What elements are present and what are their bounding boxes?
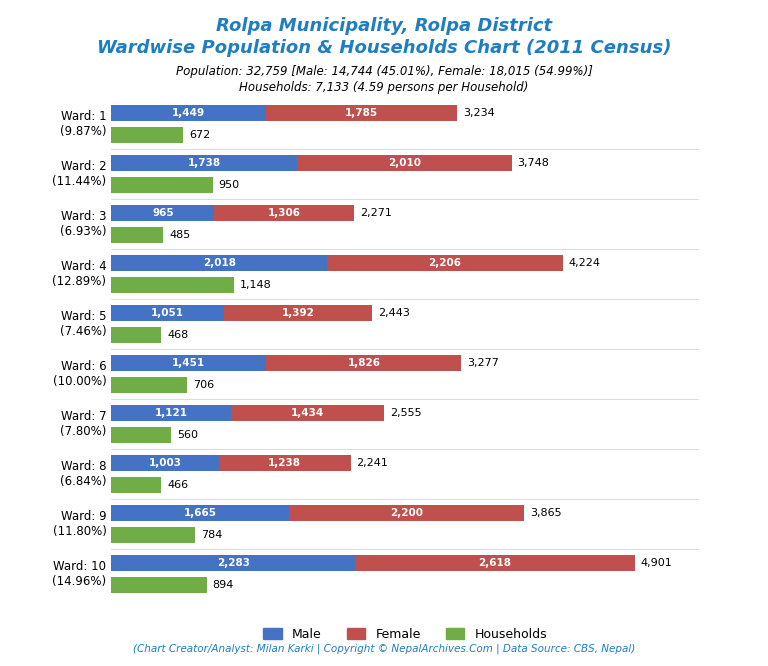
Text: 1,121: 1,121 (154, 408, 187, 418)
Text: 2,206: 2,206 (429, 258, 462, 268)
Text: Households: 7,133 (4.59 persons per Household): Households: 7,133 (4.59 persons per Hous… (240, 81, 528, 95)
Text: 2,618: 2,618 (478, 557, 511, 567)
Text: 2,271: 2,271 (360, 208, 392, 218)
Bar (111, 227, 163, 243)
Text: 4,224: 4,224 (568, 258, 601, 268)
Bar (111, 255, 327, 271)
Bar (111, 455, 219, 471)
Bar (111, 127, 183, 143)
Text: 1,148: 1,148 (240, 280, 272, 290)
Text: 706: 706 (193, 380, 214, 390)
Text: 2,555: 2,555 (390, 408, 422, 418)
Text: 2,283: 2,283 (217, 557, 250, 567)
Text: 466: 466 (167, 480, 188, 490)
Bar (111, 527, 195, 543)
Text: 2,018: 2,018 (203, 258, 236, 268)
Text: 2,200: 2,200 (390, 507, 423, 517)
Bar (111, 577, 207, 593)
Bar (111, 355, 266, 371)
Bar (111, 177, 213, 193)
Bar (111, 105, 266, 121)
Text: 1,238: 1,238 (268, 458, 301, 468)
Text: Wardwise Population & Households Chart (2011 Census): Wardwise Population & Households Chart (… (97, 39, 671, 57)
Text: 1,738: 1,738 (187, 159, 220, 168)
Text: 3,865: 3,865 (530, 507, 561, 517)
Bar (231, 405, 384, 421)
Text: 468: 468 (167, 330, 188, 340)
Text: 2,241: 2,241 (356, 458, 389, 468)
Bar (111, 377, 187, 393)
Bar (111, 155, 297, 171)
Legend: Male, Female, Households: Male, Female, Households (258, 623, 552, 646)
Bar (214, 205, 354, 221)
Text: 950: 950 (219, 180, 240, 190)
Text: 1,449: 1,449 (172, 109, 205, 119)
Bar (111, 505, 290, 521)
Text: 485: 485 (169, 230, 190, 240)
Bar (223, 305, 372, 321)
Bar (111, 405, 231, 421)
Bar (266, 105, 457, 121)
Bar (290, 505, 525, 521)
Bar (219, 455, 351, 471)
Bar (111, 477, 161, 493)
Text: 1,051: 1,051 (151, 308, 184, 318)
Text: 1,785: 1,785 (345, 109, 378, 119)
Bar (111, 277, 234, 293)
Bar (297, 155, 511, 171)
Text: 1,392: 1,392 (282, 308, 314, 318)
Text: 1,003: 1,003 (148, 458, 181, 468)
Text: 894: 894 (213, 579, 234, 589)
Bar (327, 255, 563, 271)
Text: 560: 560 (177, 430, 198, 440)
Text: 3,748: 3,748 (518, 159, 549, 168)
Text: Population: 32,759 [Male: 14,744 (45.01%), Female: 18,015 (54.99%)]: Population: 32,759 [Male: 14,744 (45.01%… (176, 65, 592, 79)
Text: 965: 965 (152, 208, 174, 218)
Text: 784: 784 (201, 529, 223, 539)
Text: 672: 672 (189, 131, 210, 141)
Text: 4,901: 4,901 (641, 557, 673, 567)
Text: 3,234: 3,234 (462, 109, 495, 119)
Text: 2,443: 2,443 (378, 308, 410, 318)
Text: 2,010: 2,010 (388, 159, 421, 168)
Bar (111, 427, 171, 443)
Text: 1,306: 1,306 (268, 208, 301, 218)
Text: 1,665: 1,665 (184, 507, 217, 517)
Text: 1,826: 1,826 (347, 358, 380, 368)
Text: 1,451: 1,451 (172, 358, 205, 368)
Bar (111, 205, 214, 221)
Bar (266, 355, 462, 371)
Bar (111, 555, 356, 571)
Bar (111, 327, 161, 343)
Text: 1,434: 1,434 (291, 408, 324, 418)
Text: (Chart Creator/Analyst: Milan Karki | Copyright © NepalArchives.Com | Data Sourc: (Chart Creator/Analyst: Milan Karki | Co… (133, 643, 635, 654)
Bar (111, 305, 223, 321)
Bar (356, 555, 635, 571)
Text: Rolpa Municipality, Rolpa District: Rolpa Municipality, Rolpa District (216, 17, 552, 35)
Text: 3,277: 3,277 (467, 358, 499, 368)
